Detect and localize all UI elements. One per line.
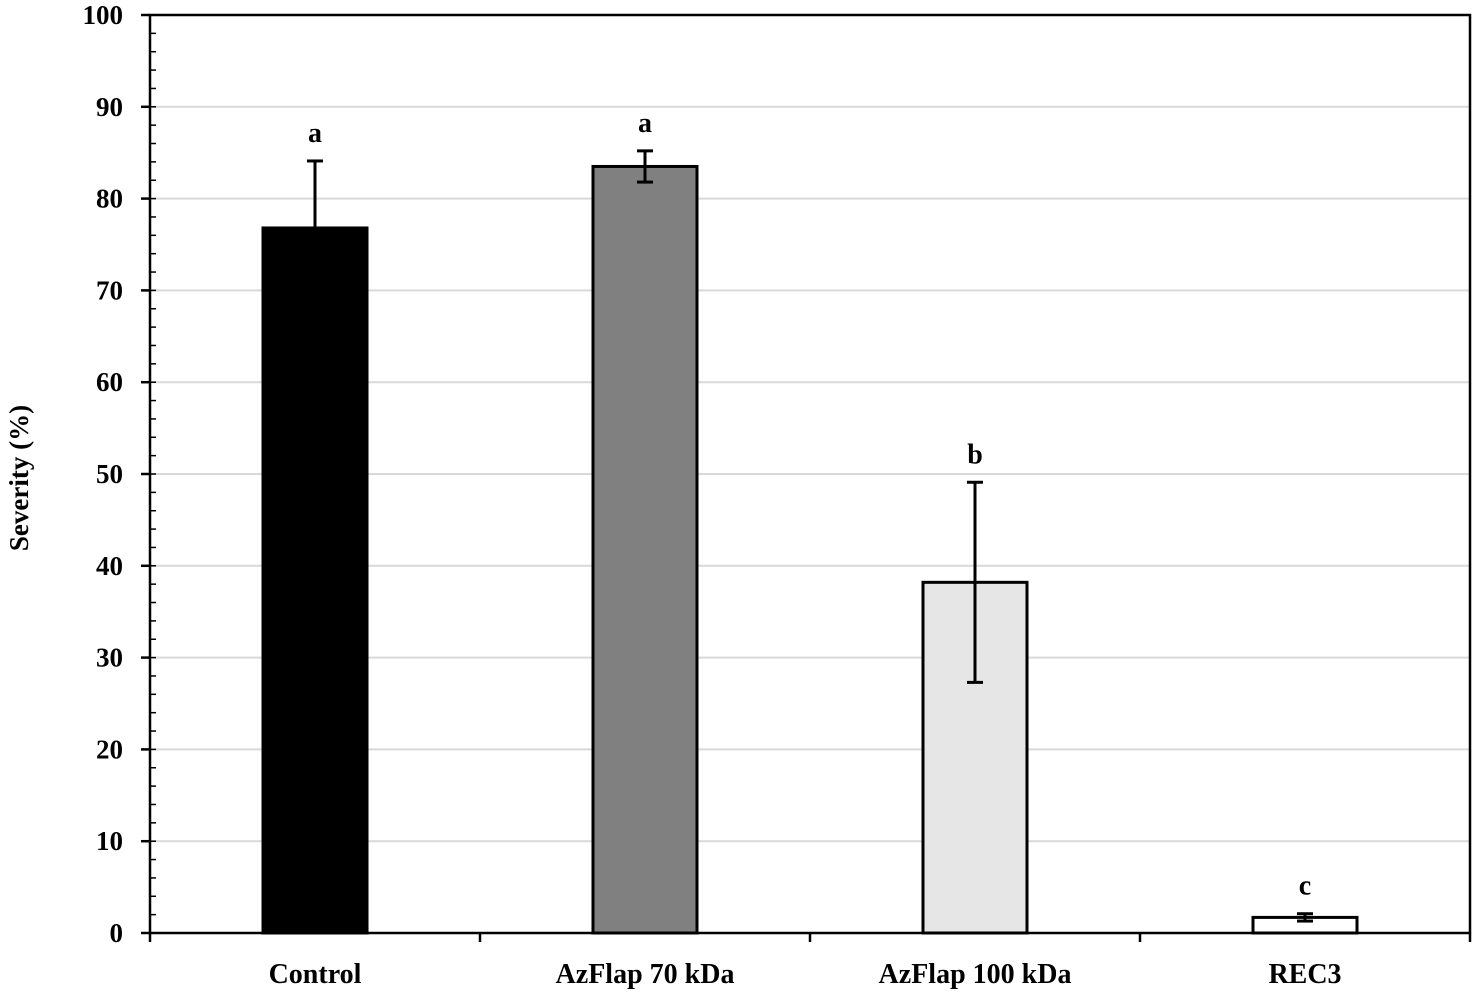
significance-label-2: b <box>967 439 983 470</box>
y-tick-label-90: 90 <box>96 92 123 122</box>
error-bars-layer <box>307 149 1313 923</box>
bar-0 <box>261 226 369 935</box>
y-tick-label-70: 70 <box>96 275 123 305</box>
y-tick-label-80: 80 <box>96 184 123 214</box>
labels-layer: 0 10 20 30 40 50 60 70 80 90 100 Control AzFlap 70 k… <box>83 0 1342 990</box>
bars-layer <box>261 164 1359 935</box>
significance-label-3: c <box>1299 871 1311 902</box>
y-tick-label-60: 60 <box>96 367 123 397</box>
y-tick-label-50: 50 <box>96 459 123 489</box>
axes-layer <box>141 13 1472 942</box>
significance-label-0: a <box>308 118 322 149</box>
bar-1 <box>591 164 699 935</box>
y-tick-label-10: 10 <box>96 826 123 856</box>
y-tick-label-40: 40 <box>96 551 123 581</box>
y-tick-label-100: 100 <box>83 0 124 30</box>
y-tick-label-30: 30 <box>96 643 123 673</box>
x-category-label-0: Control <box>269 959 362 990</box>
x-category-label-1: AzFlap 70 kDa <box>556 959 735 990</box>
x-category-label-2: AzFlap 100 kDa <box>879 959 1072 990</box>
significance-label-1: a <box>638 108 652 139</box>
y-tick-label-0: 0 <box>110 918 124 948</box>
y-tick-label-20: 20 <box>96 734 123 764</box>
y-axis-label: Severity (%) <box>4 405 34 551</box>
x-category-label-3: REC3 <box>1268 959 1341 990</box>
